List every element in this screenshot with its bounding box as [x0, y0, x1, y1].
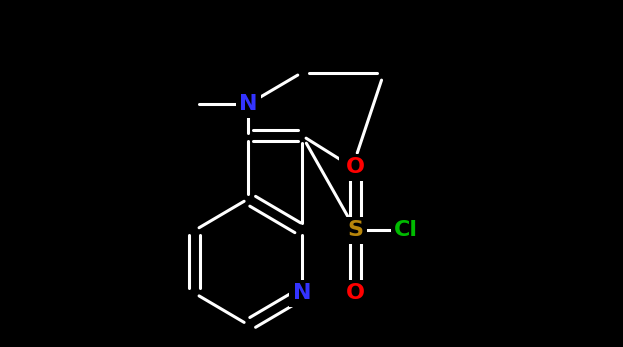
Text: N: N [293, 283, 312, 303]
Text: O: O [346, 157, 365, 177]
Text: Cl: Cl [394, 220, 418, 240]
Text: S: S [348, 220, 364, 240]
Text: N: N [239, 94, 258, 114]
Text: O: O [343, 157, 362, 177]
Text: O: O [346, 283, 365, 303]
